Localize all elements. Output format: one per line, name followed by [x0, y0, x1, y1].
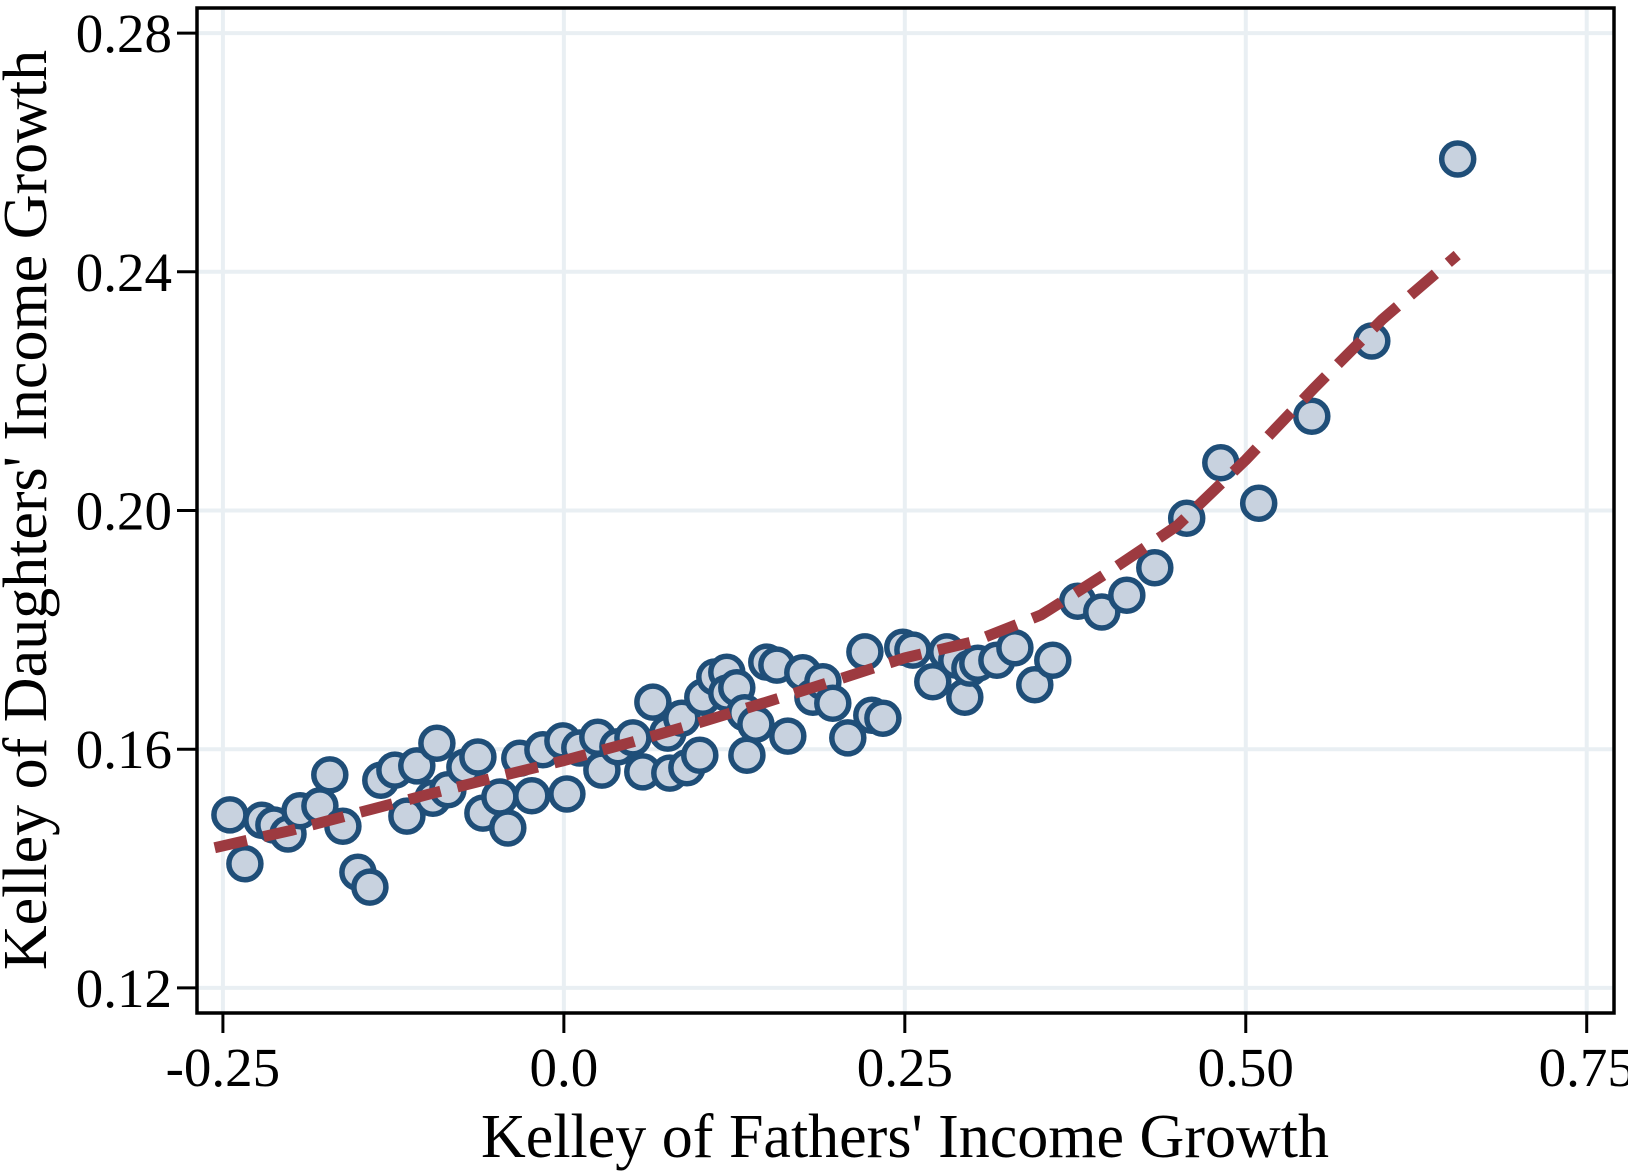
- data-point: [769, 717, 807, 755]
- data-point: [681, 736, 719, 774]
- data-point: [914, 663, 952, 701]
- y-tick-label: 0.16: [76, 719, 172, 780]
- data-point: [1108, 576, 1146, 614]
- data-point: [489, 809, 527, 847]
- trend-line: [213, 250, 1461, 854]
- data-point: [1083, 593, 1121, 631]
- gridlines: [197, 8, 1614, 1013]
- data-point: [1034, 641, 1072, 680]
- x-axis-title: Kelley of Fathers' Income Growth: [481, 1103, 1329, 1171]
- x-tick-label: 0.25: [857, 1037, 953, 1098]
- data-point: [388, 797, 426, 835]
- data-points: [211, 140, 1477, 906]
- data-point: [996, 629, 1034, 667]
- y-tick-label: 0.12: [76, 958, 172, 1019]
- data-point: [737, 705, 775, 743]
- data-point: [459, 738, 497, 776]
- x-tick-label: 0.75: [1539, 1037, 1628, 1098]
- data-point: [814, 684, 852, 723]
- data-point: [1438, 140, 1477, 178]
- data-point: [311, 756, 349, 794]
- data-point: [211, 796, 249, 834]
- y-axis-title: Kelley of Daughters' Income Growth: [0, 50, 60, 970]
- data-point: [513, 777, 551, 815]
- data-point: [634, 683, 672, 721]
- data-point: [728, 736, 766, 774]
- y-tick-label: 0.24: [76, 242, 172, 303]
- tick-marks: [177, 31, 1589, 1033]
- data-point: [481, 778, 519, 816]
- data-point: [1016, 666, 1054, 704]
- y-tick-label: 0.28: [76, 3, 172, 64]
- tick-labels: -0.25 0.0 0.25 0.50 0.75 0.12 0.16 0.20 0.24 0.28: [76, 3, 1628, 1098]
- x-tick-label: 0.50: [1198, 1037, 1294, 1098]
- data-point: [864, 699, 902, 737]
- data-point: [829, 719, 867, 757]
- data-point: [846, 633, 884, 671]
- x-tick-label: 0.0: [529, 1037, 598, 1098]
- data-point: [351, 868, 389, 906]
- data-point: [548, 775, 586, 813]
- x-tick-label: -0.25: [166, 1037, 281, 1098]
- data-point: [418, 724, 456, 762]
- data-point: [1202, 444, 1240, 482]
- data-point: [1239, 484, 1278, 523]
- y-tick-label: 0.20: [76, 481, 172, 542]
- data-point: [226, 845, 264, 883]
- data-point: [1293, 397, 1331, 435]
- data-point: [1136, 549, 1174, 587]
- data-point: [398, 747, 436, 785]
